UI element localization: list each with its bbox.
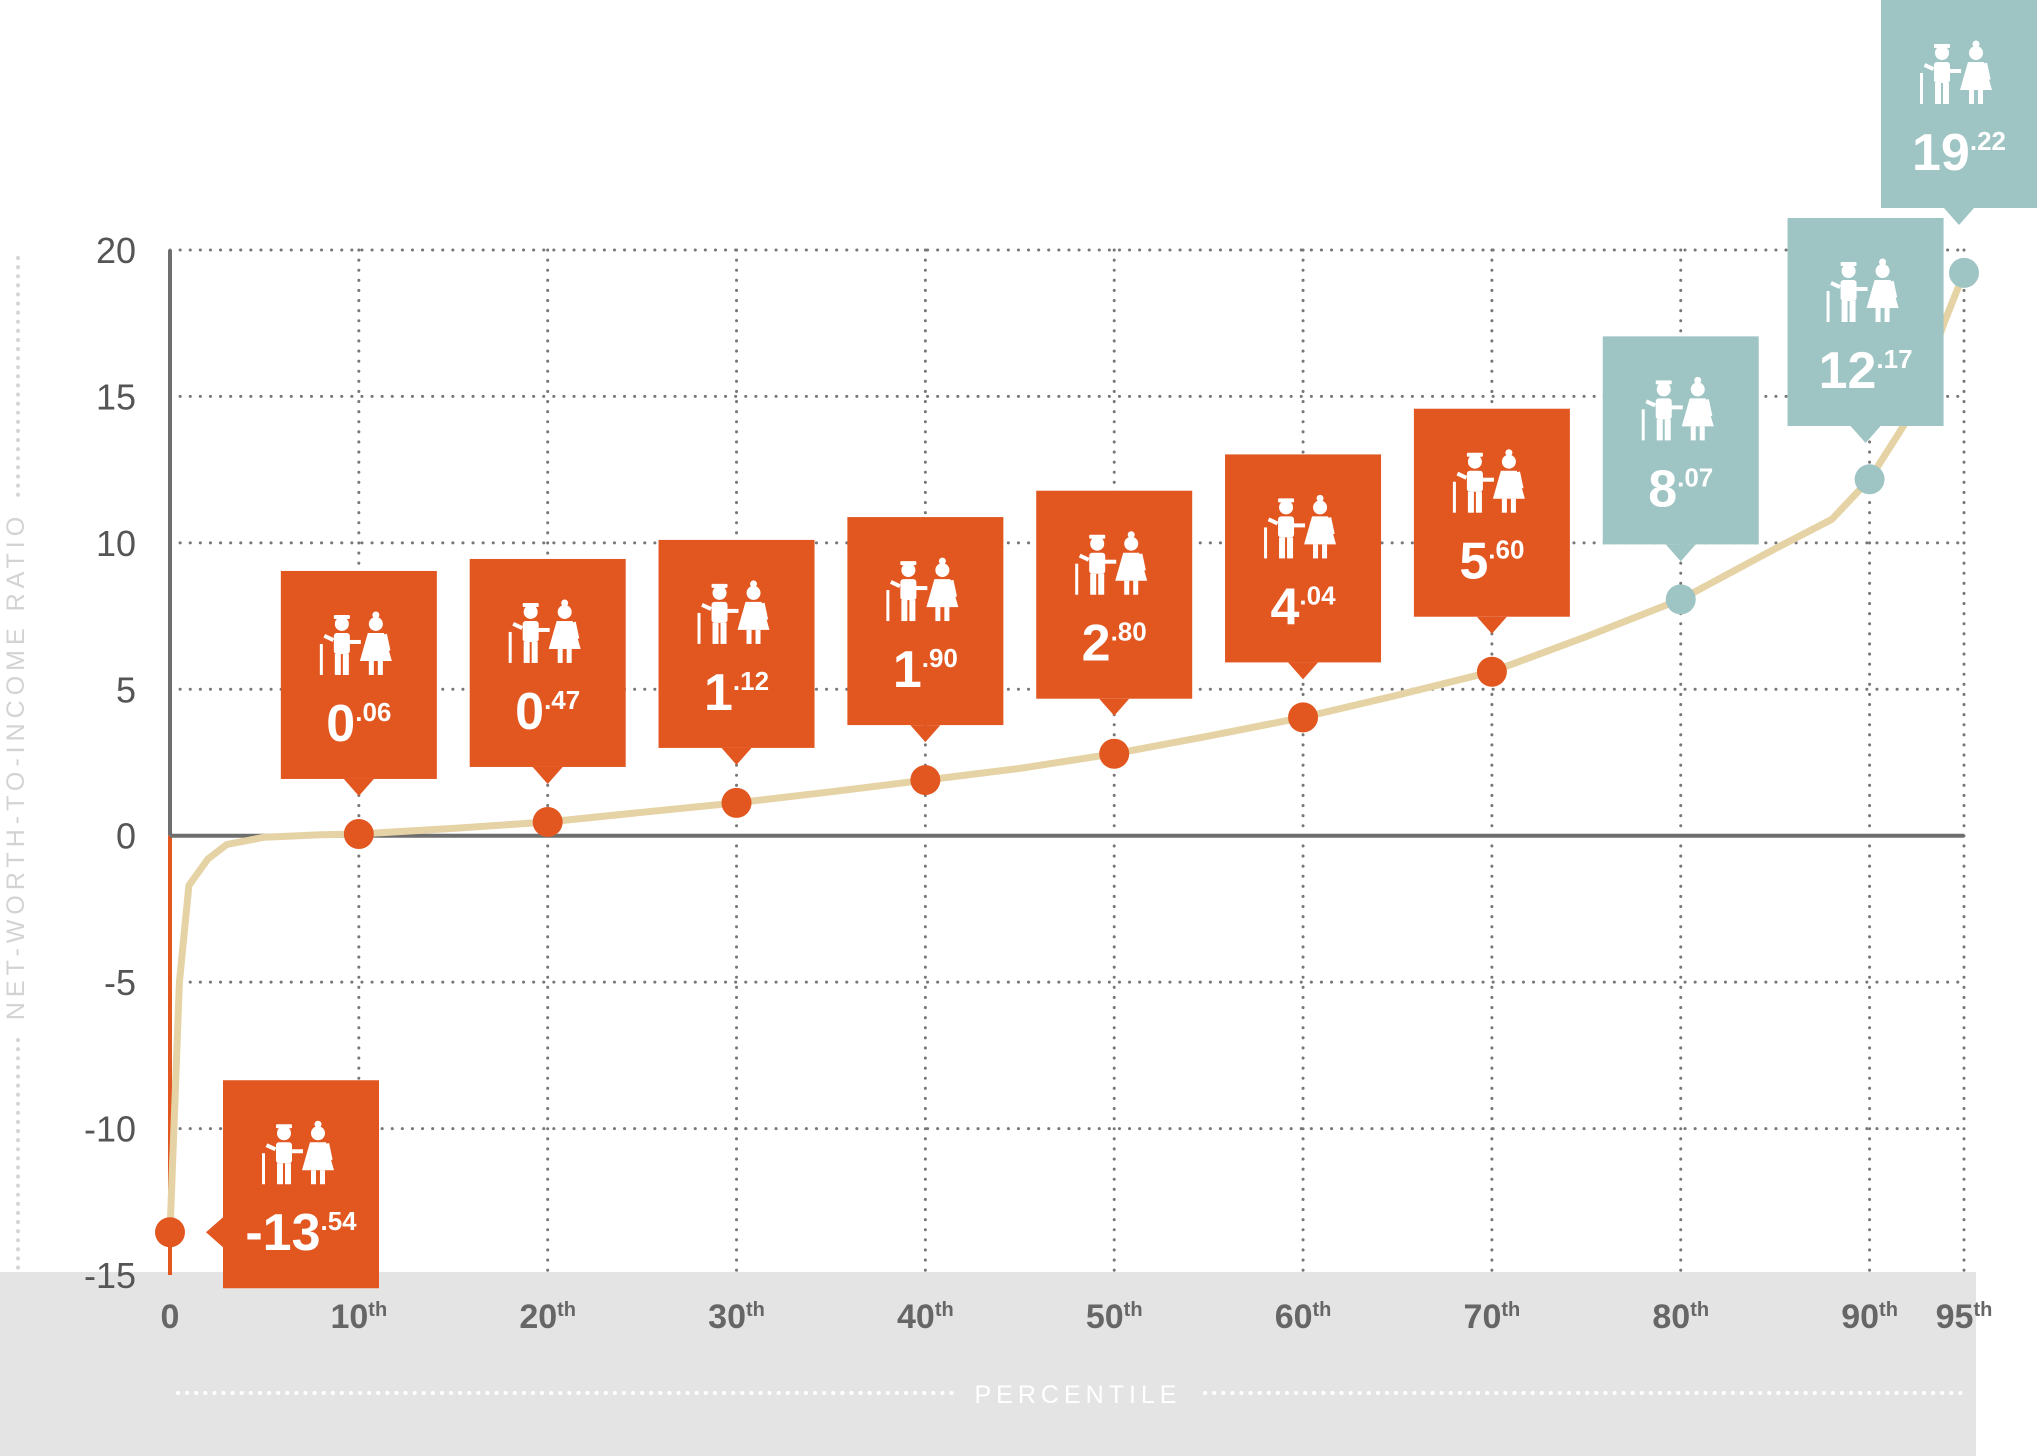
callout-pointer [910,725,941,743]
data-point [721,787,752,818]
data-label: 12.17 [1819,342,1913,400]
y-tick-label: 15 [96,376,136,417]
data-point [155,1217,185,1248]
callout-box [1036,490,1193,699]
callout-box [469,558,626,767]
callout-box [280,570,437,779]
callout-pointer [721,747,752,765]
y-tick-label: -15 [84,1255,136,1296]
y-tick-label: 20 [96,230,136,271]
x-axis-title: PERCENTILE [975,1381,1182,1409]
callout-pointer [1944,208,1974,225]
callout-box [1225,454,1382,663]
y-tick-label: -5 [104,962,136,1003]
data-label: 19.22 [1912,124,2006,182]
callout-pointer [1850,426,1881,443]
x-axis-band [0,1272,1976,1456]
callout-box [1881,0,2037,208]
callout-pointer [1099,698,1130,716]
data-point [1099,738,1130,769]
callout-box [658,539,815,748]
callout-pointer [1476,616,1507,634]
callout-pointer [206,1217,223,1248]
callout-label: 2.80 [1036,490,1193,716]
callout-label: 0.47 [469,558,626,784]
data-label: 0.47 [515,683,580,741]
data-point [1288,702,1319,733]
y-tick-label: -10 [84,1109,136,1150]
callout-label: 12.17 [1787,218,1944,443]
data-label: 5.60 [1459,533,1524,591]
callout-label: 8.07 [1602,336,1759,562]
series-line [166,269,1968,1236]
x-tick-label: 80th [1652,1298,1709,1336]
data-label: 1.90 [893,641,958,699]
callout-label: -13.54 [206,1080,379,1289]
y-tick-label: 5 [116,669,136,710]
callout-label: 1.90 [847,517,1004,743]
y-tick-label: 0 [116,816,136,857]
callout-box [1787,218,1944,426]
callout-label: 0.06 [280,570,437,796]
callout-box [847,517,1004,726]
data-point [1854,464,1885,495]
x-tick-label: 30th [708,1298,765,1336]
data-label: 0.06 [326,695,391,753]
x-tick-label: 70th [1464,1298,1521,1336]
x-tick-label: 50th [1086,1298,1143,1336]
data-label: 8.07 [1648,460,1713,518]
data-label: 2.80 [1082,615,1147,673]
callout-label: 19.22 [1881,0,2037,225]
data-label: 1.12 [704,664,769,722]
data-point [1476,656,1507,687]
x-tick-label: 95th [1936,1298,1993,1336]
callout-pointer [532,766,563,784]
callout-label: 4.04 [1225,454,1382,680]
callout-label: 1.12 [658,539,815,765]
data-label: -13.54 [245,1204,357,1262]
x-tick-label: 0 [161,1298,180,1336]
callout-box [223,1080,379,1289]
data-label: 4.04 [1271,578,1337,636]
y-axis-title: NET-WORTH-TO-INCOME RATIO [2,512,30,1020]
data-point [910,765,941,796]
data-point [1665,584,1696,615]
data-point [343,818,374,849]
data-point [532,806,563,837]
callout-pointer [343,778,374,796]
x-tick-label: 10th [330,1298,387,1336]
callout-box [1602,336,1759,545]
callout-pointer [1665,544,1696,562]
callout-box [1413,408,1570,617]
x-tick-label: 20th [519,1298,576,1336]
callout-label: 5.60 [1413,408,1570,634]
callout-pointer [1288,662,1319,680]
data-point [1949,257,1979,288]
y-tick-label: 10 [96,523,136,564]
